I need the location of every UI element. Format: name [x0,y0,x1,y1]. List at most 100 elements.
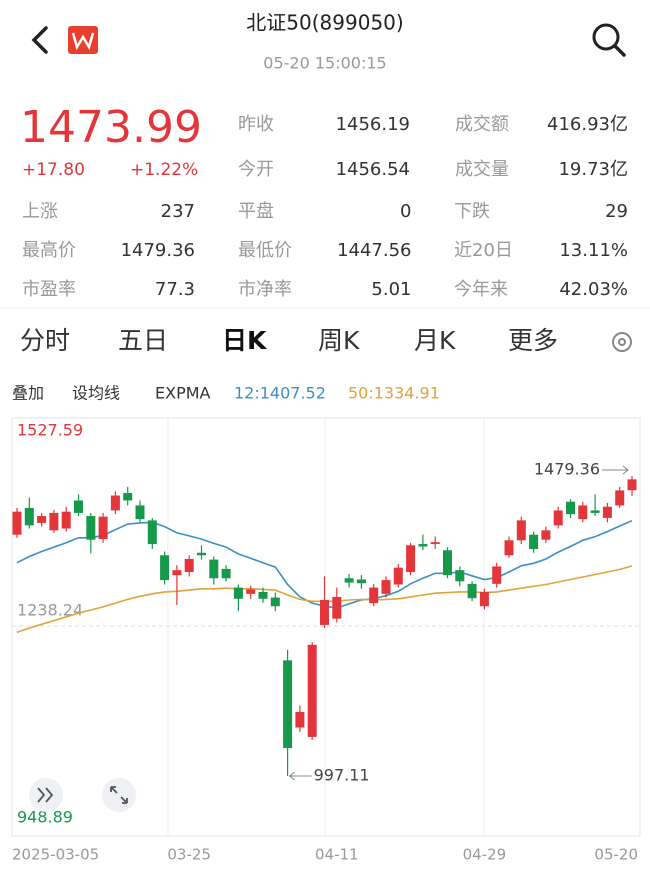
stat-label: 下跌 [454,201,490,222]
annotation: 1479.36 [534,460,600,479]
settings-glyph [618,338,626,346]
candle-body [123,493,133,501]
stat-label: 市盈率 [22,279,76,300]
candle-body [246,589,256,594]
candle-body [135,505,145,520]
candle-body [74,500,83,513]
stat-value: 0 [400,201,411,222]
candle-body [406,545,416,573]
candle-body [197,552,206,556]
candle-body [443,550,452,576]
stat-label: 市净率 [238,279,292,300]
stat-label: 近20日 [454,240,513,261]
candle-body [418,544,428,547]
candle-body [172,570,182,576]
stat-value: 77.3 [155,279,195,300]
candle-body [467,583,477,599]
candle-body [86,516,96,540]
stat-value: 1479.36 [121,240,195,261]
search-button[interactable] [592,23,620,51]
x-tick-label: 04-29 [463,846,507,864]
candle-body [455,570,465,582]
candle-body [110,495,120,511]
annotation-arrowhead [288,771,295,781]
stat-value: 1447.56 [337,240,411,261]
candle-body [393,567,403,585]
candle-body [12,511,22,535]
title: 北证50(899050) [246,11,403,35]
settings-button[interactable] [612,332,632,352]
candle-body [566,501,575,515]
search-handle [613,44,626,57]
stat-label: 上涨 [22,201,58,222]
candle-body [270,597,280,607]
candle-body [344,578,354,583]
annotation: 997.11 [314,766,370,785]
candle-body [295,711,305,728]
candle-body [541,530,551,540]
y-tick-label: 1527.59 [17,421,83,440]
candle-body [504,540,514,556]
chart-button[interactable] [29,778,63,812]
candle-body [98,516,108,540]
candle-body [307,644,317,737]
candle-body [356,579,366,584]
candle-body [553,510,563,526]
chart-button-glyph [110,786,128,804]
candle-body [221,568,231,579]
candle-body [627,479,637,491]
stat-value: 42.03% [559,279,628,300]
candle-body [233,587,243,599]
candle-body [184,558,194,573]
time: 05-20 15:00:15 [263,54,386,73]
candle-body [529,534,539,550]
change: +17.80 [22,160,85,180]
x-tick-label: 2025-03-05 [12,846,99,864]
chart-button[interactable] [102,778,136,812]
candle-body [602,506,612,518]
stat-value: 1456.54 [336,159,410,180]
app-icon[interactable] [68,26,98,54]
tab[interactable]: 分时 [20,326,70,355]
stat-value: 13.11% [559,240,628,261]
candle-body [369,587,379,604]
app-icon-glyph [71,32,95,51]
stat-label: 今年来 [454,279,508,300]
toolbar-item: 叠加 [12,384,44,403]
price: 1473.99 [20,102,202,153]
back-button[interactable] [31,26,48,54]
x-tick-label: 04-11 [315,846,359,864]
stat-label: 最低价 [238,240,292,261]
candle-body [615,490,625,506]
change-pct: +1.22% [130,160,198,180]
y-tick-label: 1238.24 [17,601,83,620]
annotation-arrowhead [622,465,629,475]
candle-body [479,591,489,607]
tab[interactable]: 更多 [508,326,558,355]
legend-entry: 12:1407.52 [234,384,326,403]
stat-label: 今开 [238,159,274,180]
tab[interactable]: 五日 [118,326,168,355]
stat-value: 416.93亿 [547,114,628,135]
candle-body [147,520,157,545]
candle-body [590,510,600,513]
stat-label: 平盘 [238,201,274,222]
stat-value: 29 [605,201,628,222]
stat-label: 成交额 [455,114,509,135]
candle-body [320,600,329,625]
candle-body [209,559,219,579]
chart-frame [11,417,641,837]
toolbar-item: 设均线 [72,384,120,403]
candle-body [492,566,502,584]
candle-body [332,596,342,619]
tab[interactable]: 日K [222,326,268,355]
tab[interactable]: 周K [318,326,360,355]
stat-label: 成交量 [455,159,509,180]
stat-value: 237 [161,201,195,222]
candle-body [160,555,170,581]
candle-body [37,516,47,523]
stat-value: 19.73亿 [558,159,628,180]
y-tick-label: 948.89 [17,808,73,827]
tab[interactable]: 月K [414,326,456,355]
legend-entry: 50:1334.91 [348,384,440,403]
